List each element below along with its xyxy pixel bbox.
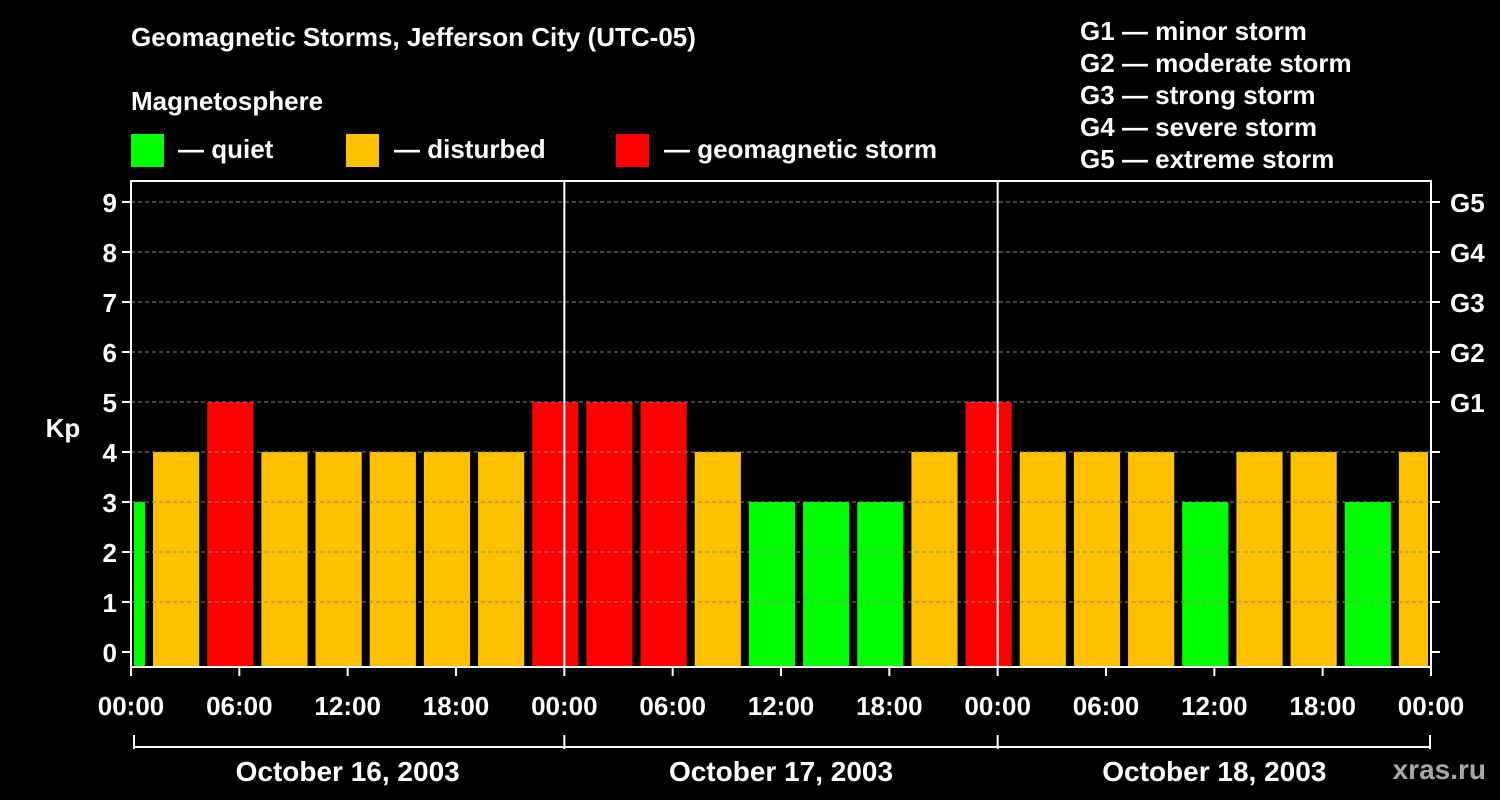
y-tick-label-9: 9 [103, 188, 117, 218]
kp-bar-5 [369, 452, 416, 667]
kp-bar-0 [134, 502, 146, 667]
kp-bar-21 [1236, 452, 1283, 667]
x-tick-label-10: 12:00 [1181, 691, 1248, 721]
kp-bar-22 [1290, 452, 1337, 667]
kp-bar-15 [911, 452, 958, 667]
storm-scale-g1: G1 — minor storm [1080, 16, 1307, 46]
y-tick-label-4: 4 [103, 438, 118, 468]
legend-label-disturbed: — disturbed [394, 134, 546, 164]
kp-bar-16 [965, 402, 1012, 667]
g-scale-label-g2: G2 [1450, 338, 1485, 368]
legend-swatch-quiet [131, 134, 164, 167]
kp-bar-11 [694, 452, 741, 667]
kp-bar-24 [1398, 452, 1428, 667]
y-tick-label-1: 1 [103, 588, 117, 618]
g-scale-label-g3: G3 [1450, 288, 1485, 318]
kp-bar-4 [315, 452, 362, 667]
y-tick-label-7: 7 [103, 288, 117, 318]
storm-scale-g5: G5 — extreme storm [1080, 144, 1335, 174]
x-tick-label-2: 12:00 [314, 691, 381, 721]
legend-swatch-disturbed [346, 134, 379, 167]
kp-bar-23 [1344, 502, 1391, 667]
y-tick-label-0: 0 [103, 638, 117, 668]
kp-bar-17 [1019, 452, 1066, 667]
legend-label-quiet: — quiet [178, 134, 274, 164]
chart-subtitle: Magnetosphere [131, 86, 324, 116]
kp-bar-3 [261, 452, 308, 667]
y-tick-label-2: 2 [103, 538, 117, 568]
legend-swatch-storm [616, 134, 649, 167]
g-scale-label-g4: G4 [1450, 238, 1485, 268]
kp-bar-1 [153, 452, 200, 667]
day-label-1: October 17, 2003 [669, 756, 893, 787]
kp-bar-14 [857, 502, 904, 667]
y-tick-label-8: 8 [103, 238, 117, 268]
chart-title: Geomagnetic Storms, Jefferson City (UTC-… [131, 22, 696, 52]
kp-bar-12 [748, 502, 796, 667]
kp-bar-10 [640, 402, 687, 667]
x-tick-label-3: 18:00 [423, 691, 490, 721]
legend-label-storm: — geomagnetic storm [664, 134, 938, 164]
day-label-0: October 16, 2003 [236, 756, 460, 787]
kp-bar-8 [532, 402, 579, 667]
y-axis-title: Kp [46, 413, 81, 443]
storm-scale-g3: G3 — strong storm [1080, 80, 1316, 110]
kp-bar-9 [586, 402, 633, 667]
kp-bar-20 [1182, 502, 1229, 667]
x-tick-label-8: 00:00 [964, 691, 1031, 721]
day-label-2: October 18, 2003 [1102, 756, 1326, 787]
y-tick-label-6: 6 [103, 338, 117, 368]
x-tick-label-5: 06:00 [639, 691, 706, 721]
x-tick-label-12: 00:00 [1398, 691, 1465, 721]
x-tick-label-9: 06:00 [1073, 691, 1140, 721]
kp-bar-13 [803, 502, 850, 667]
watermark: xras.ru [1392, 754, 1486, 785]
x-tick-label-4: 00:00 [531, 691, 598, 721]
kp-bar-2 [207, 402, 254, 667]
x-tick-label-0: 00:00 [98, 691, 165, 721]
g-scale-label-g1: G1 [1450, 388, 1485, 418]
g-scale-label-g5: G5 [1450, 188, 1485, 218]
storm-scale-g2: G2 — moderate storm [1080, 48, 1352, 78]
x-tick-label-11: 18:00 [1289, 691, 1356, 721]
y-tick-label-5: 5 [103, 388, 117, 418]
x-tick-label-1: 06:00 [206, 691, 273, 721]
kp-bar-19 [1128, 452, 1175, 667]
x-tick-label-6: 12:00 [748, 691, 815, 721]
x-tick-label-7: 18:00 [856, 691, 923, 721]
kp-bar-6 [423, 452, 471, 667]
kp-bar-7 [478, 452, 525, 667]
kp-bar-18 [1073, 452, 1121, 667]
y-tick-label-3: 3 [103, 488, 117, 518]
storm-scale-g4: G4 — severe storm [1080, 112, 1318, 142]
